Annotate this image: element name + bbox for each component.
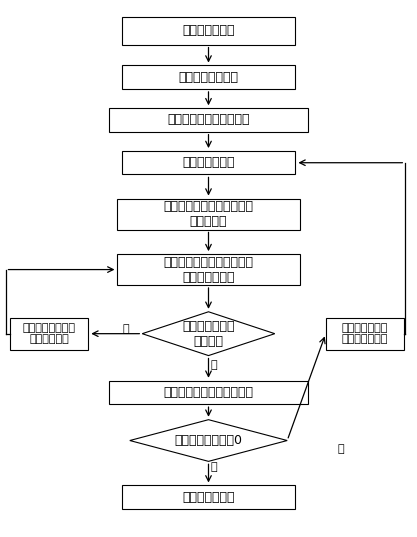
Polygon shape [130,420,287,461]
Text: 重新建立待测平
面，设定测量点: 重新建立待测平 面，设定测量点 [342,323,388,344]
Text: 半径减少一半，重
新确定测量点: 半径减少一半，重 新确定测量点 [23,323,75,344]
Text: 待测平面边缘读取: 待测平面边缘读取 [178,71,239,84]
Text: 否: 否 [122,324,129,335]
Text: 设定测量点数量: 设定测量点数量 [182,156,235,169]
Text: 判断数値是否大于0: 判断数値是否大于0 [174,434,243,447]
FancyBboxPatch shape [109,108,308,132]
Text: 测量点数量除以顶点数量，
得到商和余: 测量点数量除以顶点数量， 得到商和余 [163,200,254,228]
FancyBboxPatch shape [10,318,88,350]
Text: 是: 是 [211,462,217,472]
Text: 待测平面内凹凸特征识别: 待测平面内凹凸特征识别 [167,113,250,127]
FancyBboxPatch shape [121,17,296,45]
FancyBboxPatch shape [121,66,296,89]
Text: 测量点是否位于
待测平面: 测量点是否位于 待测平面 [182,320,235,347]
FancyBboxPatch shape [109,381,308,404]
FancyBboxPatch shape [117,254,300,285]
FancyBboxPatch shape [121,151,296,175]
FancyBboxPatch shape [117,199,300,229]
Text: 顶点为圆心，角平分线与弧
线交点为测量点: 顶点为圆心，角平分线与弧 线交点为测量点 [163,256,254,284]
Text: 输出所有测量点: 输出所有测量点 [182,491,235,504]
Text: 几何信息的识别: 几何信息的识别 [182,24,235,37]
Polygon shape [142,312,275,355]
Text: 是: 是 [211,360,217,369]
Text: 否: 否 [338,444,344,454]
Text: 确定所有顶点对应的测量点: 确定所有顶点对应的测量点 [163,386,254,399]
FancyBboxPatch shape [326,318,404,350]
FancyBboxPatch shape [121,485,296,509]
